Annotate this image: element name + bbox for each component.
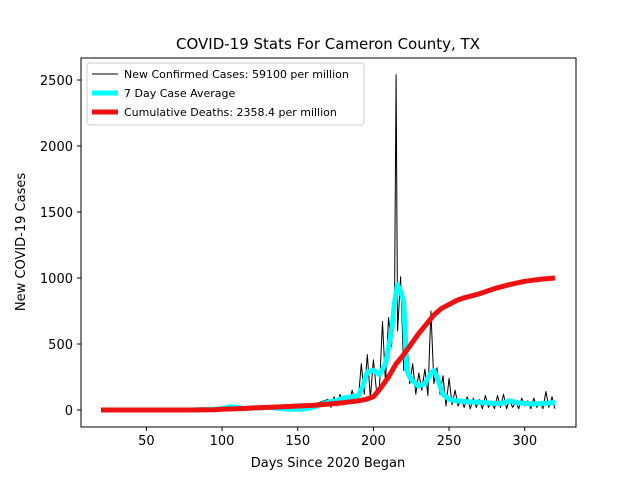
- y-tick-label: 0: [65, 404, 73, 419]
- series-line-2: [101, 275, 556, 413]
- y-tick-label: 1500: [40, 206, 73, 221]
- x-tick-label: 300: [512, 434, 537, 449]
- y-axis-label: New COVID-19 Cases: [14, 173, 29, 311]
- x-tick-label: 150: [285, 434, 310, 449]
- legend-box: [86, 62, 365, 126]
- chart-title: COVID-19 Stats For Cameron County, TX: [176, 35, 480, 53]
- legend-label-1: 7 Day Case Average: [124, 87, 236, 100]
- y-tick-label: 1000: [40, 272, 73, 287]
- x-tick-label: 100: [210, 434, 235, 449]
- y-tick-label: 2500: [40, 74, 73, 89]
- y-tick-label: 2000: [40, 140, 73, 155]
- x-tick-label: 200: [361, 434, 386, 449]
- y-axis: 0 500 1000 1500 2000 2500: [40, 74, 81, 419]
- x-tick-label: 250: [437, 434, 462, 449]
- plot-area: [100, 74, 556, 413]
- legend-label-2: Cumulative Deaths: 2358.4 per million: [124, 106, 337, 119]
- plot-frame: [80, 57, 577, 428]
- x-axis: 50 100 150 200 250 300: [138, 427, 537, 449]
- legend-label-0: New Confirmed Cases: 59100 per million: [124, 68, 349, 81]
- legend: New Confirmed Cases: 59100 per million 7 …: [86, 62, 365, 126]
- x-axis-label: Days Since 2020 Began: [251, 456, 406, 471]
- y-tick-label: 500: [48, 338, 73, 353]
- x-tick-label: 50: [138, 434, 155, 449]
